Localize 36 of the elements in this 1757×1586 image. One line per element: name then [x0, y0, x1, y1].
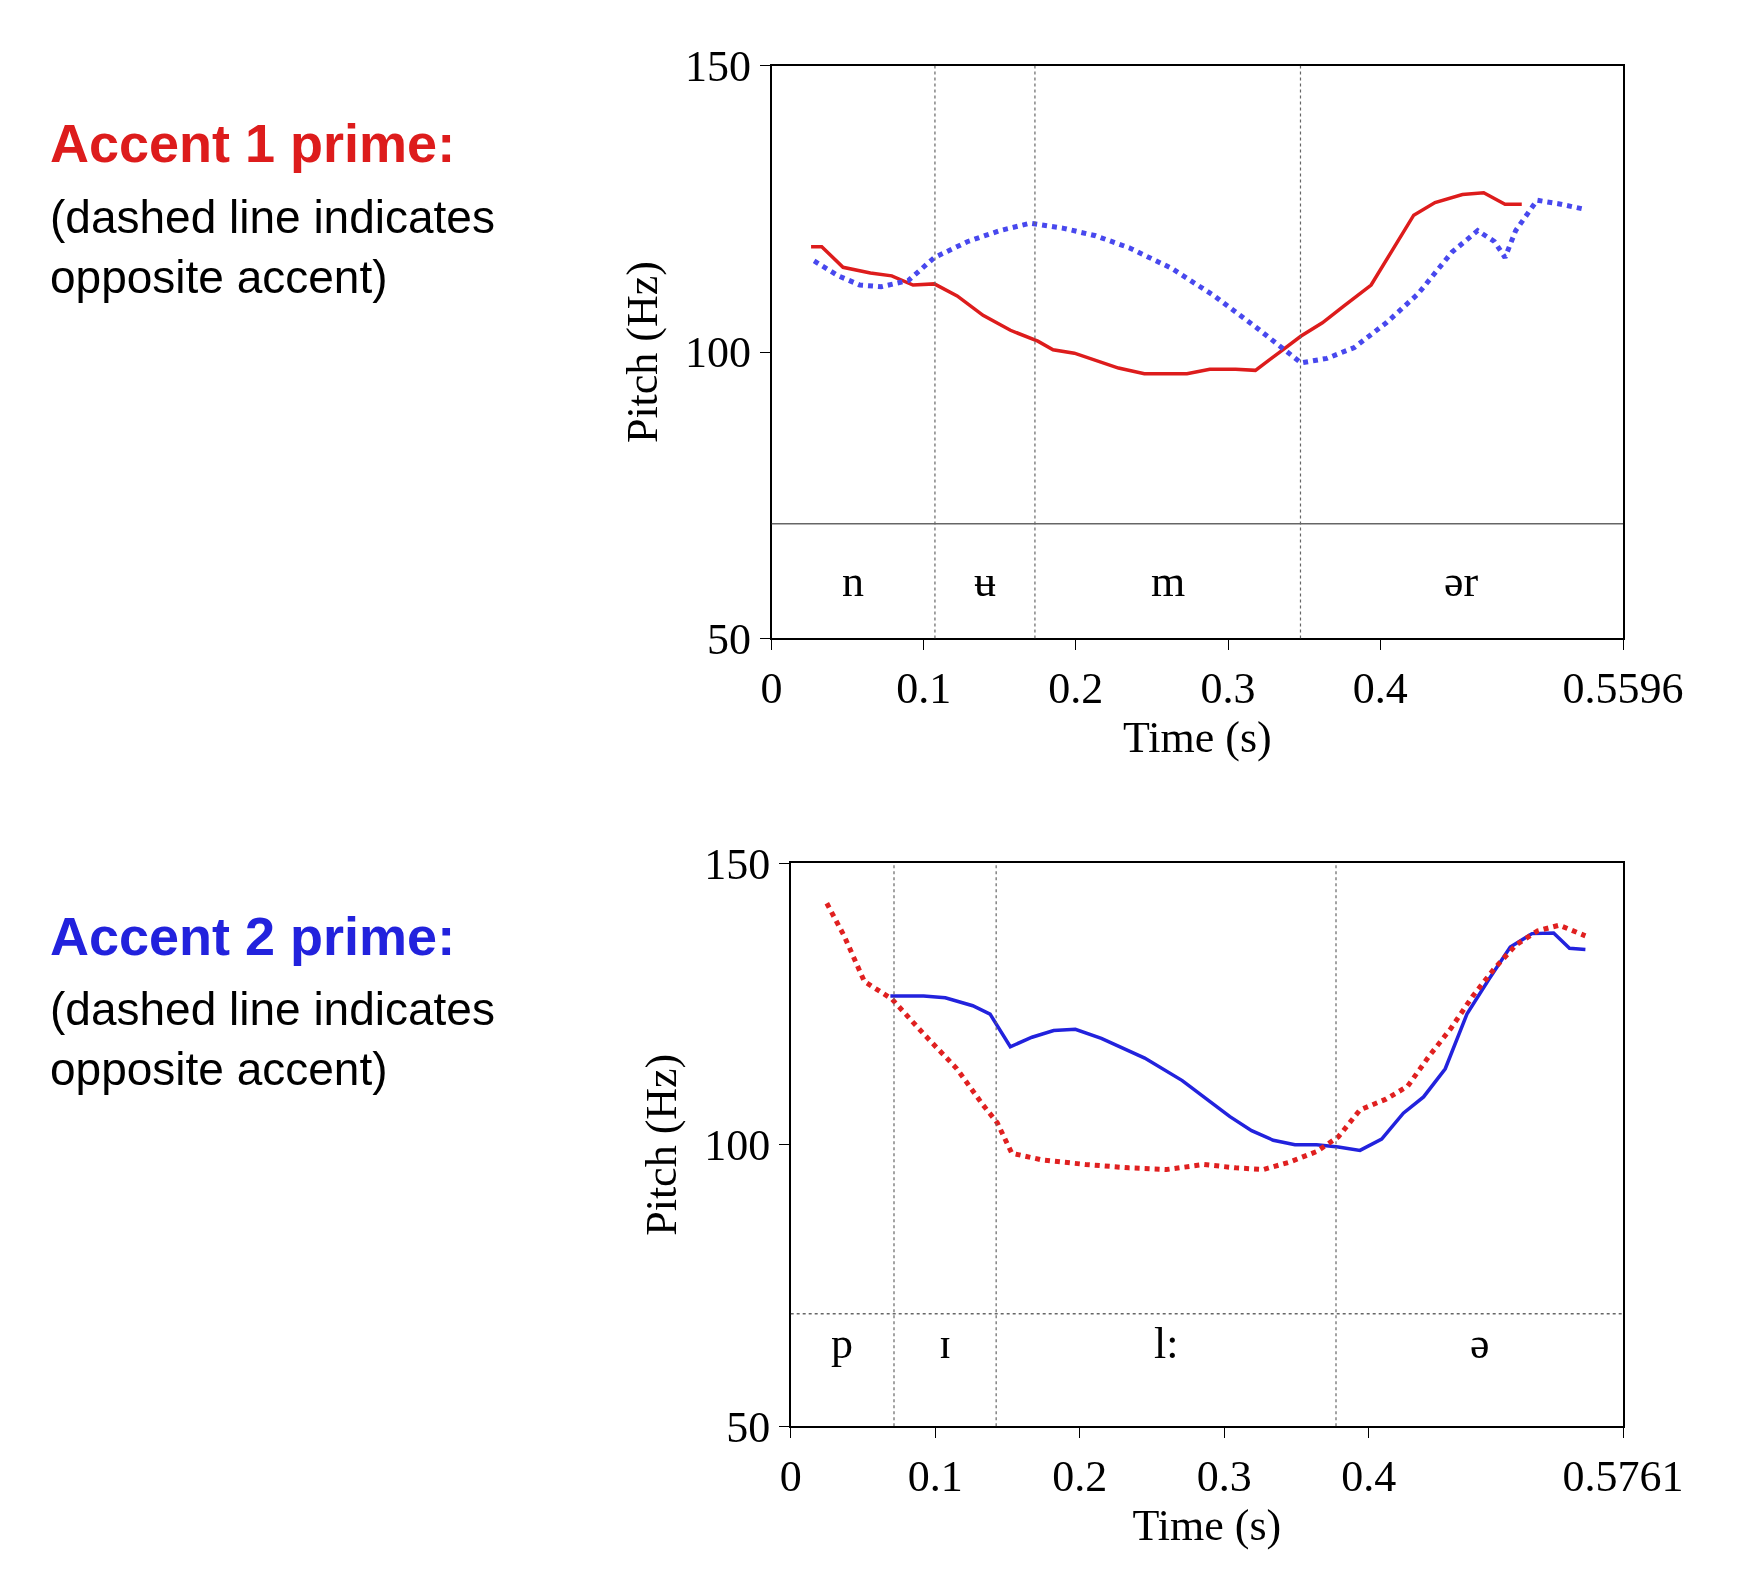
y-axis-title: Pitch (Hz) — [617, 261, 667, 444]
y-tick-label: 100 — [704, 1121, 771, 1171]
annotation: ʉ — [974, 557, 996, 606]
text: (dashed line indicates opposite accent) — [50, 191, 495, 303]
x-tick-label: 0.4 — [1352, 663, 1408, 713]
annotation: ər — [1444, 557, 1479, 606]
x-tick-label: 0 — [779, 1451, 802, 1501]
annotation: p — [831, 1319, 853, 1368]
x-tick-label: 0.5596 — [1562, 663, 1684, 713]
x-tick-label: 0.1 — [907, 1451, 963, 1501]
y-tick-label: 150 — [704, 839, 771, 889]
x-axis-title: Time (s) — [1132, 1500, 1282, 1550]
x-tick-label: 0.3 — [1196, 1451, 1252, 1501]
x-tick-label: 0.2 — [1048, 663, 1104, 713]
x-tick-label: 0 — [760, 663, 783, 713]
annotation: m — [1151, 557, 1186, 606]
y-tick-label: 50 — [726, 1402, 771, 1452]
x-tick-label: 0.3 — [1200, 663, 1256, 713]
y-tick-label: 50 — [706, 614, 751, 664]
annotation: ɪ — [939, 1319, 952, 1368]
annotation: ə — [1470, 1319, 1490, 1368]
line-series — [888, 931, 1588, 1153]
x-tick-label: 0.2 — [1052, 1451, 1108, 1501]
y-axis-title: Pitch (Hz) — [636, 1053, 686, 1236]
text: Accent 2 prime: — [50, 906, 456, 966]
x-axis-title: Time (s) — [1122, 712, 1272, 762]
x-tick-label: 0.4 — [1341, 1451, 1397, 1501]
annotation: n — [842, 557, 864, 606]
y-tick-label: 150 — [684, 42, 751, 92]
y-tick-label: 100 — [684, 328, 751, 378]
text: Accent 1 prime: — [50, 113, 456, 173]
annotation: l: — [1154, 1319, 1179, 1368]
x-tick-label: 0.5761 — [1562, 1451, 1684, 1501]
line-series — [809, 191, 1524, 376]
x-tick-label: 0.1 — [896, 663, 952, 713]
text: (dashed line indicates opposite accent) — [50, 983, 495, 1095]
